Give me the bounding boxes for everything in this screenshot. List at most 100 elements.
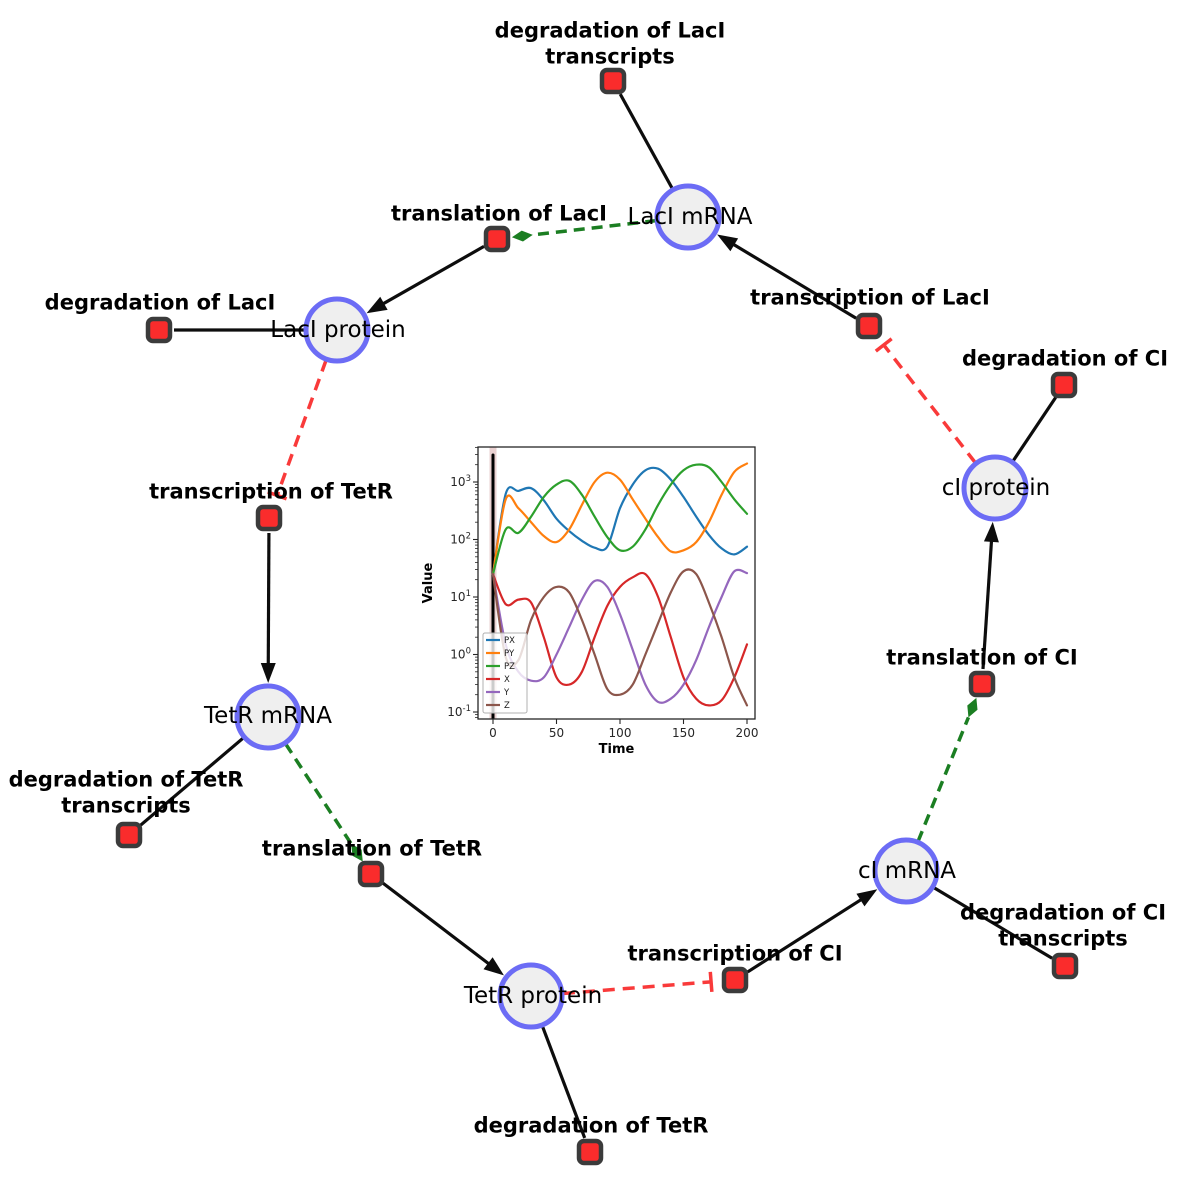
legend-label-x: X	[504, 675, 510, 685]
reaction-label-degradation-of-tetr-transcripts: degradation of TetR transcripts	[9, 767, 244, 817]
diamond-arrowhead-icon	[351, 843, 363, 862]
edge-line	[728, 240, 857, 320]
arrowhead-icon	[366, 296, 388, 314]
x-tick-label: 0	[489, 726, 497, 740]
x-tick-label: 150	[672, 726, 695, 740]
edge-activation-ci_mrna-transl_ci	[916, 697, 978, 843]
edge-line	[1011, 396, 1057, 463]
reaction-label-translation-of-tetr: translation of TetR	[262, 836, 482, 860]
reaction-node-degradation-of-tetr[interactable]	[576, 1138, 604, 1166]
edge-line-ci_mrna-deg_ci_tx	[932, 886, 1053, 960]
arrowhead-icon	[260, 662, 276, 684]
species-node-tetr-mrna[interactable]	[234, 683, 302, 751]
legend-label-pz: PZ	[504, 662, 515, 672]
species-label-tetr-mrna: TetR mRNA	[203, 703, 332, 729]
species-node-tetr-protein[interactable]	[497, 962, 565, 1030]
edge-activation-laci_mrna-transl_laci	[511, 218, 657, 242]
species-label-laci-protein: LacI protein	[270, 317, 405, 343]
x-tick-label: 100	[609, 726, 632, 740]
reaction-node-transcription-of-ci[interactable]	[721, 966, 749, 994]
series-curve-y	[491, 568, 749, 704]
edge-line	[381, 881, 494, 969]
reaction-node-degradation-of-ci[interactable]	[1050, 371, 1078, 399]
reaction-node-degradation-of-laci[interactable]	[145, 316, 173, 344]
series-curve-z	[491, 568, 749, 707]
x-tick-label: 200	[736, 726, 759, 740]
edge-arrow-txn_tetr-tetr_mrna	[260, 532, 276, 684]
reaction-label-translation-of-laci: translation of LacI	[391, 201, 607, 225]
edge-inhibition-laci_prot-txn_tetr	[267, 359, 328, 501]
edge-line-tetr_mrna-deg_tetr_tx	[139, 736, 245, 827]
tbar-inhibition-icon	[267, 490, 288, 501]
reaction-node-transcription-of-laci[interactable]	[855, 312, 883, 340]
tick-labels: 0 50 100 150 200 10-1 100 101 102 103	[447, 474, 758, 740]
edge-line-laci_mrna-deg_laci_tx	[618, 93, 674, 190]
species-node-laci-mrna[interactable]	[654, 183, 722, 251]
edge-line	[275, 359, 328, 497]
reaction-label-degradation-of-ci: degradation of CI	[962, 346, 1168, 370]
species-label-ci-protein: cI protein	[942, 475, 1051, 501]
edge-line-ci_prot-deg_ci	[1011, 396, 1057, 463]
labels-layer: degradation of LacI transcripts LacI mRNA t…	[9, 18, 1168, 1137]
edge-line	[139, 736, 245, 827]
reaction-label-degradation-of-ci-transcripts: degradation of CI transcripts	[960, 900, 1166, 950]
series-curve-pz	[491, 463, 749, 576]
y-tick-label: 10-1	[447, 704, 471, 719]
y-tick-label: 101	[450, 589, 471, 604]
axes-spines	[477, 446, 756, 720]
nodes-layer	[115, 67, 1079, 1166]
species-node-ci-mrna[interactable]	[872, 837, 940, 905]
edge-inhibition-ci_prot-txn_laci	[874, 337, 977, 464]
curves-layer	[491, 453, 749, 719]
edge-arrow-txn_laci-laci_mrna	[717, 234, 857, 320]
edge-line	[532, 218, 657, 237]
edge-arrow-transl_laci-laci_prot	[366, 245, 485, 314]
reaction-node-translation-of-ci[interactable]	[968, 670, 996, 698]
x-tick-label: 50	[549, 726, 564, 740]
reaction-node-transcription-of-tetr[interactable]	[255, 504, 283, 532]
arrowhead-icon	[717, 234, 739, 252]
edge-line	[540, 1025, 587, 1139]
reaction-label-transcription-of-tetr: transcription of TetR	[149, 479, 393, 503]
edge-line	[284, 742, 353, 845]
tbar-inhibition-icon	[874, 337, 893, 353]
species-node-laci-protein[interactable]	[303, 296, 371, 364]
reaction-node-translation-of-tetr[interactable]	[357, 860, 385, 888]
reaction-label-degradation-of-tetr: degradation of TetR	[474, 1113, 709, 1137]
edge-arrow-transl_ci-ci_prot	[981, 521, 999, 670]
legend: PX PY PZ XYZ	[482, 632, 528, 714]
species-label-ci-mrna: cI mRNA	[858, 858, 956, 884]
reaction-node-degradation-of-laci-transcripts[interactable]	[599, 67, 627, 95]
reaction-node-degradation-of-ci-transcripts[interactable]	[1051, 952, 1079, 980]
edge-line	[618, 93, 674, 190]
species-node-ci-protein[interactable]	[961, 454, 1029, 522]
reaction-node-degradation-of-tetr-transcripts[interactable]	[115, 821, 143, 849]
legend-label-px: PX	[504, 636, 515, 646]
reaction-label-degradation-of-laci-transcripts: degradation of LacI transcripts	[495, 18, 726, 68]
reaction-node-translation-of-laci[interactable]	[483, 225, 511, 253]
reaction-label-transcription-of-laci: transcription of LacI	[750, 285, 990, 309]
edge-line-tetr_prot-deg_tetr	[540, 1025, 587, 1139]
y-tick-label: 102	[450, 532, 471, 547]
edge-line	[882, 343, 977, 464]
edge-line	[266, 532, 271, 670]
reaction-label-degradation-of-laci: degradation of LacI	[45, 290, 276, 314]
edge-line	[932, 886, 1053, 960]
edge-activation-tetr_mrna-transl_tetr	[284, 742, 363, 862]
edge-line	[916, 716, 971, 843]
series-curve-py	[491, 462, 749, 576]
edge-line	[562, 980, 712, 996]
edge-line	[746, 895, 867, 974]
arrowhead-icon	[856, 889, 878, 907]
x-axis-label: Time	[599, 742, 635, 757]
tbar-inhibition-icon	[708, 971, 714, 992]
y-tick-label: 100	[450, 647, 471, 662]
legend-label-y: Y	[503, 688, 510, 698]
reaction-label-transcription-of-ci: transcription of CI	[627, 941, 842, 965]
edge-inhibition-tetr_prot-txn_ci	[562, 971, 714, 996]
legend-label-z: Z	[504, 701, 510, 711]
edge-line	[981, 535, 994, 670]
y-axis-label: Value	[421, 562, 436, 603]
